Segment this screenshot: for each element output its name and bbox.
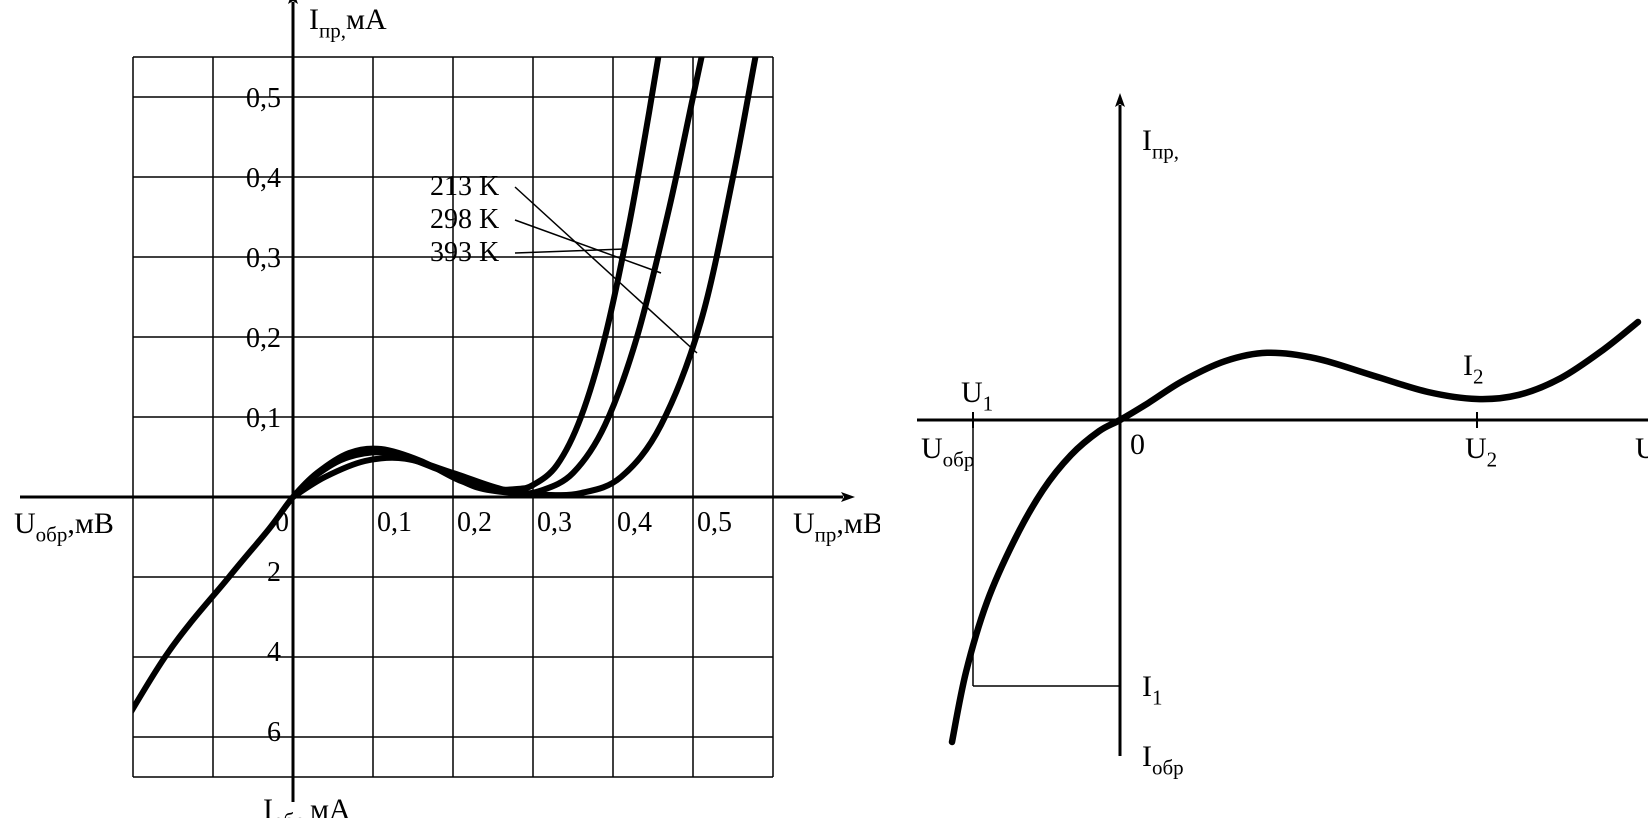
ytick-label: 0,5 (246, 83, 281, 114)
curve-annot: 213 K (430, 171, 499, 202)
x-axis-label-right: Uпр,мВ (793, 507, 880, 546)
u2-label: U2 (1465, 432, 1497, 471)
origin-label: 0 (1130, 428, 1145, 461)
ytick-neg-label: 4 (267, 637, 281, 668)
y-axis-label-bottom: Iобр (1142, 740, 1184, 779)
x-axis-label-right: Uпр (1635, 432, 1648, 471)
left-chart: 00,10,20,30,40,50,10,20,30,40,5246Iпр,мА… (0, 0, 880, 818)
y-axis-label-bottom: Iобр,мА (263, 793, 351, 818)
ytick-label: 0,3 (246, 243, 281, 274)
x-axis-label-left: Uобр (921, 432, 974, 471)
ytick-label: 0,2 (246, 323, 281, 354)
xtick-label: 0,1 (377, 507, 412, 538)
y-axis-label-top: Iпр,мА (309, 3, 387, 42)
charts-container: 0 0,1 0,2 0,3 0,4 0,5 0,1 0,2 0,3 0,4 0,5 2 4 6 Iпр,мА… (0, 0, 1648, 818)
curve-annot: 393 K (430, 237, 499, 268)
ytick-label: 0,4 (246, 163, 281, 194)
xtick-label: 0,3 (537, 507, 572, 538)
u1-label: U1 (961, 376, 993, 415)
i1-label: I1 (1142, 670, 1163, 709)
curve-annot: 298 K (430, 204, 499, 235)
curves (93, 17, 765, 777)
tunnel-curve (952, 322, 1638, 742)
axes (917, 105, 1648, 756)
ytick-neg-label: 2 (267, 557, 281, 588)
y-axis-label-top: Iпр, (1142, 124, 1179, 163)
i2-label: I2 (1463, 349, 1484, 388)
xtick-label: 0,5 (697, 507, 732, 538)
axes (20, 2, 843, 802)
xtick-label: 0,2 (457, 507, 492, 538)
right-chart: 0 Iпр, Iобр Uпр Uобр U1 I1 U2 I2 (880, 0, 1648, 818)
xtick-label: 0,4 (617, 507, 652, 538)
curve-298K (293, 41, 705, 497)
curve-393K (93, 41, 661, 777)
x-axis-label-left: Uобр,мВ (14, 507, 114, 546)
ytick-neg-label: 6 (267, 717, 281, 748)
ytick-label: 0,1 (246, 403, 281, 434)
